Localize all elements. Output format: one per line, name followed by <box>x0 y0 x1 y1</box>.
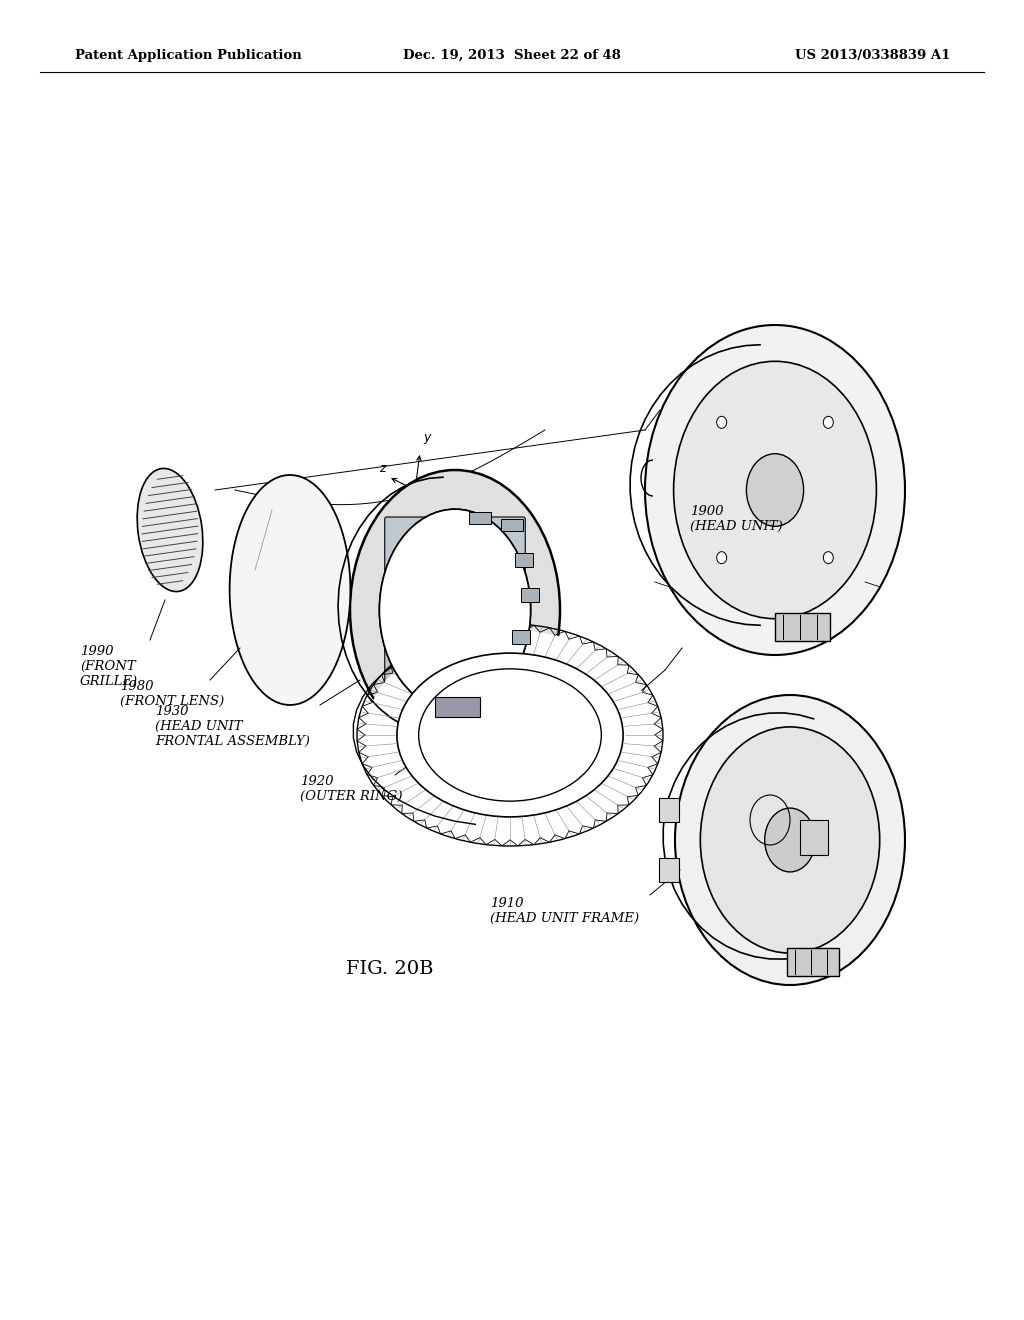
Ellipse shape <box>765 808 815 873</box>
Bar <box>520 587 539 602</box>
FancyBboxPatch shape <box>385 517 525 704</box>
Text: 1900
(HEAD UNIT): 1900 (HEAD UNIT) <box>690 506 782 533</box>
Bar <box>501 519 522 531</box>
Bar <box>512 630 530 644</box>
Ellipse shape <box>823 552 834 564</box>
Text: 1990
(FRONT
GRILLE): 1990 (FRONT GRILLE) <box>80 645 138 688</box>
Bar <box>659 858 679 882</box>
Ellipse shape <box>380 510 530 710</box>
Ellipse shape <box>137 469 203 591</box>
Bar <box>659 799 679 822</box>
Text: 1930
(HEAD UNIT
FRONTAL ASSEMBLY): 1930 (HEAD UNIT FRONTAL ASSEMBLY) <box>155 705 310 748</box>
Text: x: x <box>446 507 454 520</box>
Bar <box>435 697 480 717</box>
Text: 1980
(FRONT LENS): 1980 (FRONT LENS) <box>120 680 224 708</box>
Ellipse shape <box>645 325 905 655</box>
Ellipse shape <box>746 454 804 527</box>
Ellipse shape <box>397 653 623 817</box>
Text: y: y <box>423 432 430 444</box>
Ellipse shape <box>823 416 834 428</box>
Text: Patent Application Publication: Patent Application Publication <box>75 49 302 62</box>
Bar <box>800 820 828 855</box>
Ellipse shape <box>675 696 905 985</box>
Text: US 2013/0338839 A1: US 2013/0338839 A1 <box>795 49 950 62</box>
Ellipse shape <box>674 362 877 619</box>
Bar <box>775 614 830 642</box>
Text: z: z <box>379 462 385 475</box>
Ellipse shape <box>717 416 727 428</box>
Ellipse shape <box>365 630 655 840</box>
Text: 1920
(OUTER RING): 1920 (OUTER RING) <box>300 775 402 803</box>
Ellipse shape <box>700 727 880 953</box>
Ellipse shape <box>380 510 530 710</box>
Ellipse shape <box>419 669 601 801</box>
Bar <box>469 512 490 524</box>
Ellipse shape <box>350 470 560 750</box>
Bar <box>787 948 839 977</box>
Text: 1910
(HEAD UNIT FRAME): 1910 (HEAD UNIT FRAME) <box>490 898 639 925</box>
Text: FIG. 20B: FIG. 20B <box>346 960 434 978</box>
Bar <box>515 553 534 568</box>
Polygon shape <box>229 475 350 705</box>
Ellipse shape <box>717 552 727 564</box>
Text: Dec. 19, 2013  Sheet 22 of 48: Dec. 19, 2013 Sheet 22 of 48 <box>403 49 621 62</box>
